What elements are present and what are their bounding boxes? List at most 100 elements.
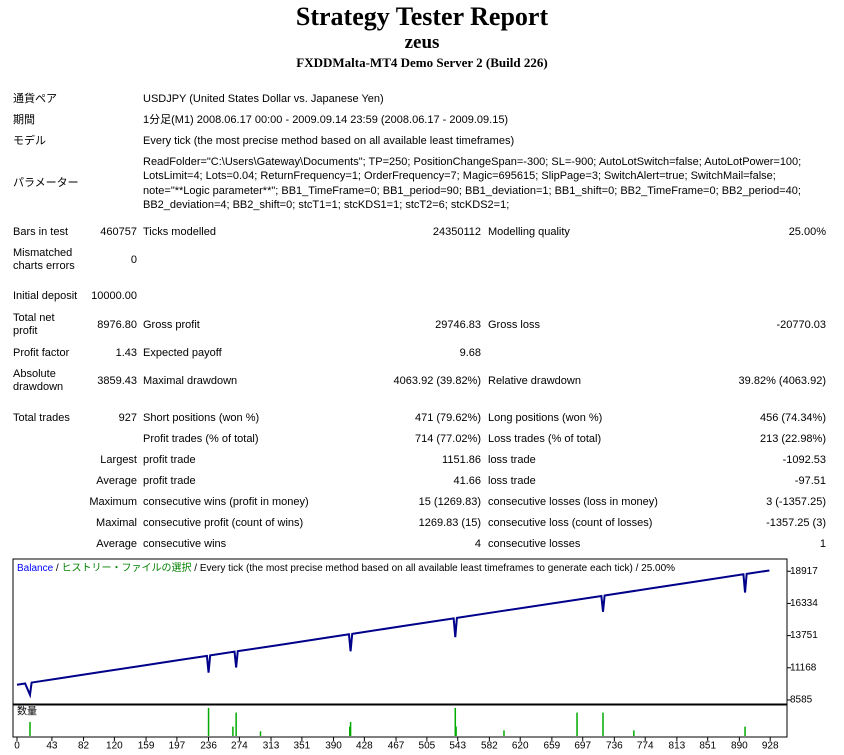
x-tick-label: 813 <box>669 741 686 752</box>
stat-label: Profit factor <box>13 346 70 359</box>
info-value: 1分足(M1) 2008.06.17 00:00 - 2009.09.14 23… <box>143 113 509 126</box>
stat-value: 9.68 <box>459 346 481 359</box>
stat-label: profit trade <box>143 453 196 466</box>
info-value: LotsLimit=4; Lots=0.04; ReturnFrequency=… <box>143 170 776 182</box>
stat-value: 24350112 <box>432 225 481 238</box>
stat-value: 1269.83 (15) <box>418 516 481 529</box>
info-value: ReadFolder="C:\Users\Gateway\Documents";… <box>143 155 802 168</box>
legend-part: ヒストリー・ファイルの選択 <box>61 561 191 574</box>
x-tick-label: 313 <box>263 741 280 752</box>
x-tick-label: 43 <box>46 741 58 752</box>
stat-label: Total trades <box>13 411 70 424</box>
stat-label: Gross loss <box>488 318 540 331</box>
info-value: Every tick (the most precise method base… <box>143 134 515 147</box>
stat-value: 456 (74.34%) <box>759 411 826 424</box>
stat-label: profit trade <box>143 474 196 487</box>
x-tick-label: 236 <box>200 741 217 752</box>
stat-value: 25.00% <box>788 225 826 238</box>
stat-label: consecutive loss (count of losses) <box>488 516 653 529</box>
stat-label: loss trade <box>488 474 536 487</box>
info-label: パラメーター <box>13 176 79 189</box>
legend-part: / <box>53 563 61 574</box>
y-tick-label: 16334 <box>790 598 818 609</box>
info-label: 通貨ペア <box>13 92 57 105</box>
x-tick-label: 543 <box>449 741 466 752</box>
stat-value: -97.51 <box>794 474 826 487</box>
stat-label: Gross profit <box>143 318 200 331</box>
stat-label: Expected payoff <box>143 346 222 359</box>
report-title: Strategy Tester Report <box>295 2 549 31</box>
y-tick-label: 8585 <box>790 695 813 706</box>
stat-value: 3 (-1357.25) <box>766 495 826 508</box>
x-tick-label: 351 <box>294 741 311 752</box>
stat-value: 15 (1269.83) <box>418 495 481 508</box>
y-tick-label: 13751 <box>790 630 818 641</box>
x-tick-label: 928 <box>762 741 779 752</box>
strategy-name: zeus <box>404 32 440 53</box>
x-tick-label: 582 <box>481 741 498 752</box>
stat-label: profit <box>13 325 38 337</box>
y-tick-label: 18917 <box>790 566 818 577</box>
stat-value: 41.66 <box>453 474 481 487</box>
volume-label: 数量 <box>17 705 37 718</box>
stat-value: 460757 <box>100 225 137 238</box>
legend: Balance / ヒストリー・ファイルの選択 / Every tick (th… <box>17 561 675 574</box>
info-value: BB2_deviation=4; BB2_shift=0; stcT1=1; s… <box>143 199 510 211</box>
x-tick-label: 390 <box>325 741 342 752</box>
stat-value: 39.82% (4063.92) <box>738 374 826 387</box>
info-label: モデル <box>13 134 46 147</box>
balance-line <box>16 569 770 699</box>
stat-label: charts errors <box>13 260 75 272</box>
stat-value: -20770.03 <box>776 318 826 331</box>
x-tick-label: 697 <box>574 741 591 752</box>
stat-prefix: Maximal <box>96 516 137 529</box>
stat-prefix: Largest <box>100 453 137 466</box>
stat-label: loss trade <box>488 453 536 466</box>
stat-label: Relative drawdown <box>488 374 581 387</box>
stat-value: 471 (79.62%) <box>414 411 481 424</box>
x-tick-label: 890 <box>731 741 748 752</box>
stat-label: drawdown <box>13 381 64 393</box>
stat-label: Total net <box>13 312 55 324</box>
stat-value: 1 <box>819 537 826 550</box>
legend-part: Balance <box>17 563 54 574</box>
stat-value: 8976.80 <box>97 318 137 331</box>
legend-part: / Every tick (the most precise method ba… <box>191 563 675 574</box>
volume-frame <box>12 704 788 738</box>
x-tick-label: 851 <box>699 741 716 752</box>
stat-label: Short positions (won %) <box>143 411 260 424</box>
x-tick-label: 82 <box>78 741 90 752</box>
stat-value: 3859.43 <box>97 374 137 387</box>
stat-prefix: Average <box>96 474 137 487</box>
stat-label: consecutive wins <box>143 537 227 550</box>
x-tick-label: 428 <box>356 741 373 752</box>
stat-value: -1092.53 <box>782 453 826 466</box>
x-tick-label: 120 <box>106 741 123 752</box>
info-label: 期間 <box>13 113 35 126</box>
stat-value: 213 (22.98%) <box>759 432 826 445</box>
x-tick-label: 0 <box>14 741 20 752</box>
stat-value: 714 (77.02%) <box>414 432 481 445</box>
info-value: note="**Logic parameter**"; BB1_TimeFram… <box>143 184 801 197</box>
stat-label: consecutive losses (loss in money) <box>488 495 658 508</box>
stat-label: consecutive losses <box>488 537 581 550</box>
stat-label: Maximal drawdown <box>143 374 238 387</box>
stat-value: 0 <box>130 253 137 266</box>
stat-value: 4 <box>474 537 481 550</box>
stat-value: 1.43 <box>115 346 137 359</box>
stat-prefix: Maximum <box>89 495 137 508</box>
stat-label: Bars in test <box>13 225 69 238</box>
x-tick-label: 467 <box>388 741 405 752</box>
stat-label: consecutive profit (count of wins) <box>143 516 304 529</box>
stat-prefix: Average <box>96 537 137 550</box>
stat-value: 4063.92 (39.82%) <box>393 374 481 387</box>
stat-label: Ticks modelled <box>143 225 216 238</box>
x-tick-label: 159 <box>138 741 155 752</box>
stat-value: 29746.83 <box>435 318 481 331</box>
x-tick-label: 774 <box>637 741 654 752</box>
stat-value: 1151.86 <box>442 453 481 466</box>
server: FXDDMalta-MT4 Demo Server 2 (Build 226) <box>296 55 548 70</box>
stat-label: Modelling quality <box>488 225 570 238</box>
